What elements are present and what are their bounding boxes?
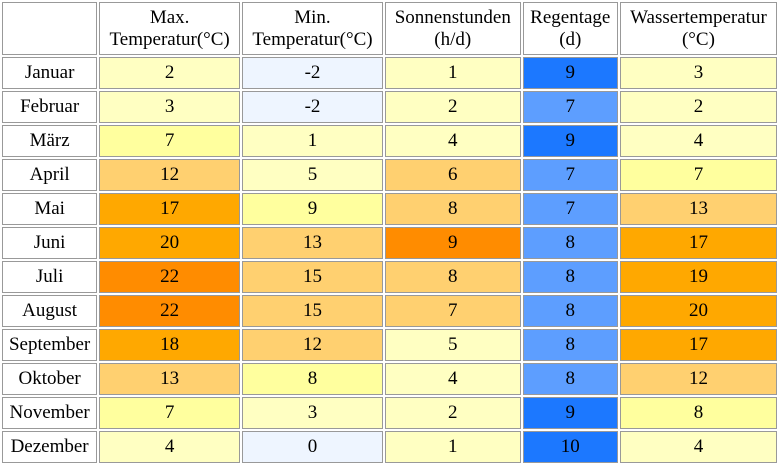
sunshine-hours-cell: 8 [384, 261, 521, 293]
sunshine-hours-cell: 2 [384, 397, 521, 429]
month-label: August [2, 295, 98, 327]
max-temperature-cell: 7 [99, 397, 241, 429]
header-min-temperature: Min. Temperatur(°C) [242, 2, 383, 55]
table-row: September 18 12 5 8 17 [2, 329, 777, 361]
rain-days-cell: 8 [522, 261, 618, 293]
rain-days-cell: 8 [522, 329, 618, 361]
water-temperature-cell: 17 [619, 227, 777, 259]
water-temperature-cell: 7 [619, 159, 777, 191]
month-label: Mai [2, 193, 98, 225]
rain-days-cell: 7 [522, 159, 618, 191]
sunshine-hours-cell: 8 [384, 193, 521, 225]
month-label: November [2, 397, 98, 429]
min-temperature-cell: 8 [242, 363, 383, 395]
min-temperature-cell: 15 [242, 295, 383, 327]
water-temperature-cell: 17 [619, 329, 777, 361]
water-temperature-cell: 4 [619, 125, 777, 157]
water-temperature-cell: 4 [619, 431, 777, 463]
rain-days-cell: 9 [522, 397, 618, 429]
max-temperature-cell: 3 [99, 91, 241, 123]
sunshine-hours-cell: 2 [384, 91, 521, 123]
sunshine-hours-cell: 1 [384, 57, 521, 89]
rain-days-cell: 10 [522, 431, 618, 463]
sunshine-hours-cell: 4 [384, 125, 521, 157]
rain-days-cell: 9 [522, 125, 618, 157]
min-temperature-cell: 1 [242, 125, 383, 157]
month-label: Juli [2, 261, 98, 293]
max-temperature-cell: 18 [99, 329, 241, 361]
header-row: Max. Temperatur(°C) Min. Temperatur(°C) So… [2, 2, 777, 55]
min-temperature-cell: 0 [242, 431, 383, 463]
table-row: August 22 15 7 8 20 [2, 295, 777, 327]
max-temperature-cell: 20 [99, 227, 241, 259]
table-row: April 12 5 6 7 7 [2, 159, 777, 191]
table-header: Max. Temperatur(°C) Min. Temperatur(°C) So… [2, 2, 777, 55]
table-row: Mai 17 9 8 7 13 [2, 193, 777, 225]
water-temperature-cell: 3 [619, 57, 777, 89]
min-temperature-cell: 9 [242, 193, 383, 225]
sunshine-hours-cell: 6 [384, 159, 521, 191]
header-sunshine-hours: Sonnenstunden (h/d) [384, 2, 521, 55]
min-temperature-cell: 15 [242, 261, 383, 293]
table-row: Oktober 13 8 4 8 12 [2, 363, 777, 395]
sunshine-hours-cell: 4 [384, 363, 521, 395]
max-temperature-cell: 12 [99, 159, 241, 191]
max-temperature-cell: 13 [99, 363, 241, 395]
max-temperature-cell: 7 [99, 125, 241, 157]
table-row: Januar 2 -2 1 9 3 [2, 57, 777, 89]
max-temperature-cell: 4 [99, 431, 241, 463]
month-label: Oktober [2, 363, 98, 395]
table-row: Juni 20 13 9 8 17 [2, 227, 777, 259]
water-temperature-cell: 2 [619, 91, 777, 123]
min-temperature-cell: 5 [242, 159, 383, 191]
month-label: April [2, 159, 98, 191]
rain-days-cell: 9 [522, 57, 618, 89]
water-temperature-cell: 12 [619, 363, 777, 395]
header-rain-days: Regentage (d) [522, 2, 618, 55]
water-temperature-cell: 20 [619, 295, 777, 327]
month-label: Februar [2, 91, 98, 123]
table-row: März 7 1 4 9 4 [2, 125, 777, 157]
rain-days-cell: 8 [522, 227, 618, 259]
month-label: Januar [2, 57, 98, 89]
table-row: Dezember 4 0 1 10 4 [2, 431, 777, 463]
table-body: Januar 2 -2 1 9 3 Februar 3 -2 2 7 2 März 7 1 4 9 4 April 1… [2, 57, 777, 463]
max-temperature-cell: 2 [99, 57, 241, 89]
month-label: Dezember [2, 431, 98, 463]
sunshine-hours-cell: 1 [384, 431, 521, 463]
header-max-temperature: Max. Temperatur(°C) [99, 2, 241, 55]
header-corner [2, 2, 98, 55]
month-label: März [2, 125, 98, 157]
month-label: September [2, 329, 98, 361]
rain-days-cell: 7 [522, 193, 618, 225]
table-row: Februar 3 -2 2 7 2 [2, 91, 777, 123]
min-temperature-cell: 13 [242, 227, 383, 259]
rain-days-cell: 8 [522, 295, 618, 327]
min-temperature-cell: 12 [242, 329, 383, 361]
min-temperature-cell: -2 [242, 91, 383, 123]
rain-days-cell: 8 [522, 363, 618, 395]
sunshine-hours-cell: 5 [384, 329, 521, 361]
rain-days-cell: 7 [522, 91, 618, 123]
sunshine-hours-cell: 9 [384, 227, 521, 259]
water-temperature-cell: 13 [619, 193, 777, 225]
min-temperature-cell: 3 [242, 397, 383, 429]
header-water-temperature: Wassertemperatur (°C) [619, 2, 777, 55]
max-temperature-cell: 22 [99, 261, 241, 293]
max-temperature-cell: 17 [99, 193, 241, 225]
max-temperature-cell: 22 [99, 295, 241, 327]
table-row: Juli 22 15 8 8 19 [2, 261, 777, 293]
water-temperature-cell: 8 [619, 397, 777, 429]
sunshine-hours-cell: 7 [384, 295, 521, 327]
water-temperature-cell: 19 [619, 261, 777, 293]
table-row: November 7 3 2 9 8 [2, 397, 777, 429]
min-temperature-cell: -2 [242, 57, 383, 89]
month-label: Juni [2, 227, 98, 259]
